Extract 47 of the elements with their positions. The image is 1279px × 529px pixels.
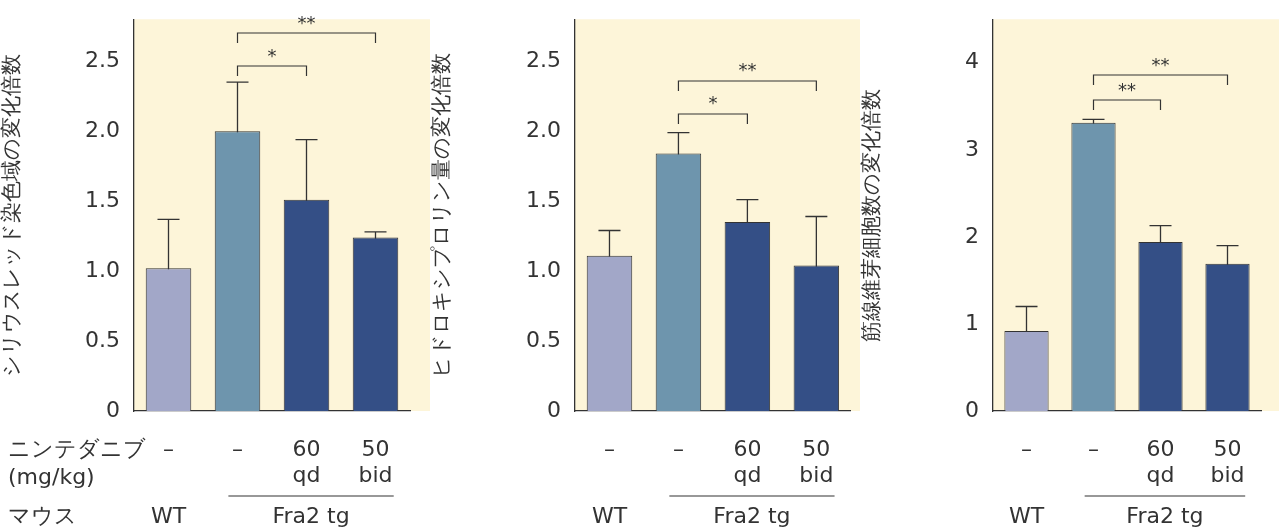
y-tick-label: 2.5	[526, 46, 561, 72]
text: WT	[591, 502, 628, 528]
text: ニンテダニブ	[8, 435, 146, 461]
x-tick-label: –	[672, 435, 684, 461]
y-tick-label: 2.5	[85, 46, 120, 72]
text: (mg/kg)	[8, 463, 95, 489]
y-axis-title: シリウスレッド染色域の変化倍数	[0, 53, 24, 377]
text: Fra2 tg	[713, 502, 791, 528]
y-axis-title: ヒドロキシプロリン量の変化倍数	[429, 52, 454, 378]
y-tick-label: 1	[965, 309, 979, 335]
annotation: *	[267, 44, 277, 66]
y-tick-label: 0	[106, 396, 120, 422]
y-tick-label: 1.5	[85, 186, 120, 212]
y-tick-label: 0	[547, 396, 561, 422]
x-tick-label: –	[1021, 435, 1032, 461]
y-tick-label: 1.0	[526, 256, 561, 282]
y-tick-label: 0	[965, 396, 979, 422]
y-tick-label: 3	[965, 135, 979, 161]
annotation: **	[1151, 53, 1170, 75]
y-tick-label: 2.0	[85, 116, 120, 142]
text: Fra2 tg	[1126, 502, 1204, 528]
text: WT	[150, 502, 187, 528]
x-tick-label: –	[1088, 435, 1099, 461]
y-tick-label: 2.0	[526, 116, 561, 142]
x-tick-label: –	[603, 435, 615, 461]
y-tick-label: 4	[965, 48, 979, 74]
annotation: *	[708, 91, 718, 113]
x-tick-label: 60 qd	[733, 435, 762, 488]
y-tick-label: 0.5	[526, 326, 561, 352]
text: Fra2 tg	[272, 502, 350, 528]
x-tick-label: 50 bid	[799, 435, 834, 488]
y-tick-label: 2	[965, 222, 979, 248]
y-axis-title: 筋線維芽細胞数の変化倍数	[859, 88, 884, 342]
x-tick-label: –	[163, 435, 174, 461]
annotation: **	[738, 58, 757, 80]
x-tick-label: –	[232, 435, 243, 461]
x-tick-label: 60 qd	[292, 435, 321, 488]
annotation: **	[297, 11, 316, 33]
x-tick-label: 60 qd	[1146, 435, 1175, 488]
x-tick-label: 50 bid	[1210, 435, 1245, 488]
y-tick-label: 0.5	[85, 326, 120, 352]
annotation: **	[1118, 78, 1136, 100]
y-tick-label: 1.0	[85, 256, 120, 282]
x-tick-label: 50 bid	[358, 435, 393, 488]
text: マウス	[8, 502, 77, 528]
y-tick-label: 1.5	[526, 186, 561, 212]
text: WT	[1008, 502, 1045, 528]
